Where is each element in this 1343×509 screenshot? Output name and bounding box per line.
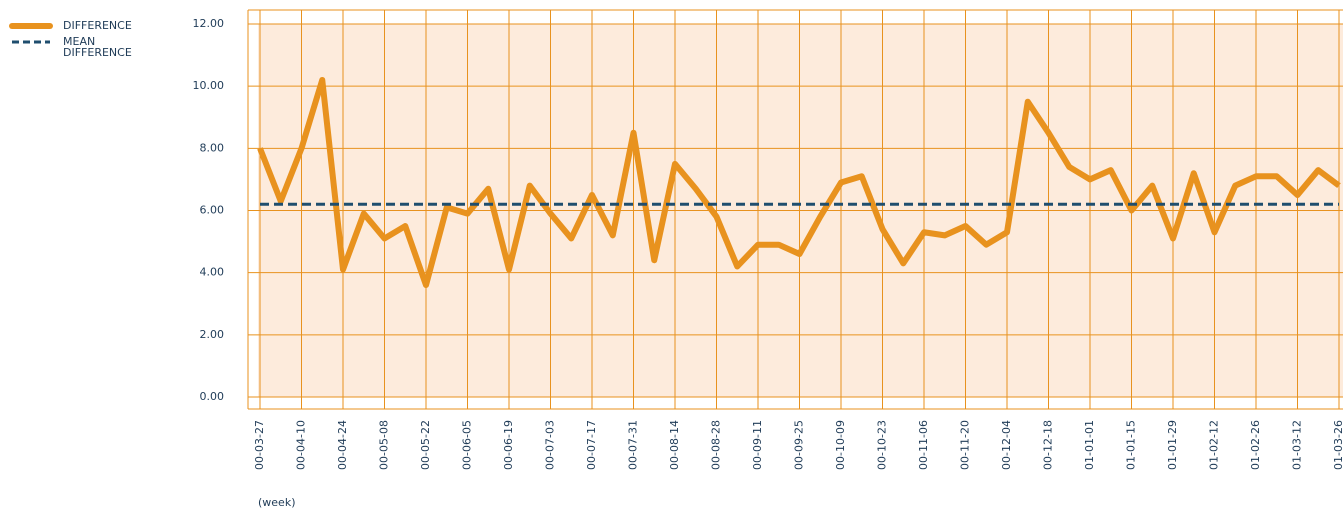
x-tick-label: 00-07-03 <box>544 420 557 470</box>
x-tick-label: 01-03-26 <box>1332 420 1343 470</box>
x-tick-label: 00-04-10 <box>295 420 308 470</box>
y-tick-label: 12.00 <box>193 17 225 30</box>
y-tick-label: 0.00 <box>200 390 225 403</box>
x-tick-label: 00-08-14 <box>668 420 681 470</box>
legend-label: DIFFERENCE <box>63 19 132 32</box>
y-tick-label: 8.00 <box>200 141 225 154</box>
x-tick-label: 00-07-31 <box>627 420 640 470</box>
x-tick-label: 00-09-11 <box>751 420 764 470</box>
x-tick-label: 00-10-09 <box>834 420 847 470</box>
y-tick-label: 4.00 <box>200 266 225 279</box>
x-tick-label: 01-01-01 <box>1083 420 1096 470</box>
labels: 0.00 2.00 4.00 6.00 8.00 10.00 12.00 00-03-27 00… <box>193 17 1343 470</box>
legend: DIFFERENCE MEAN DIFFERENCE <box>9 19 132 59</box>
x-tick-label: 00-11-06 <box>917 420 930 470</box>
x-tick-label: 00-03-27 <box>253 420 266 470</box>
x-tick-label: 00-06-19 <box>502 420 515 470</box>
x-tick-label: 01-02-26 <box>1249 420 1262 470</box>
x-tick-label: 00-10-23 <box>876 420 889 470</box>
x-tick-label: 01-01-15 <box>1125 420 1138 470</box>
x-tick-label: 00-05-08 <box>378 420 391 470</box>
x-tick-label: 00-06-05 <box>461 420 474 470</box>
x-tick-label: 01-01-29 <box>1166 420 1179 470</box>
x-tick-label: 01-03-12 <box>1291 420 1304 470</box>
x-tick-label: 00-12-18 <box>1042 420 1055 470</box>
x-tick-label: 00-12-04 <box>1000 420 1013 470</box>
x-axis-label: (week) <box>258 496 296 509</box>
x-tick-label: 00-09-25 <box>793 420 806 470</box>
y-tick-label: 2.00 <box>200 328 225 341</box>
x-tick-label: 01-02-12 <box>1208 420 1221 470</box>
x-tick-label: 00-11-20 <box>959 420 972 470</box>
x-tick-label: 00-07-17 <box>585 420 598 470</box>
series <box>257 76 1341 289</box>
x-tick-label: 00-05-22 <box>419 420 432 470</box>
legend-label: MEAN DIFFERENCE <box>63 35 132 59</box>
x-tick-label: 00-08-28 <box>710 420 723 470</box>
y-tick-label: 10.00 <box>193 79 225 92</box>
y-tick-label: 6.00 <box>200 204 225 217</box>
x-tick-label: 00-04-24 <box>336 420 349 470</box>
